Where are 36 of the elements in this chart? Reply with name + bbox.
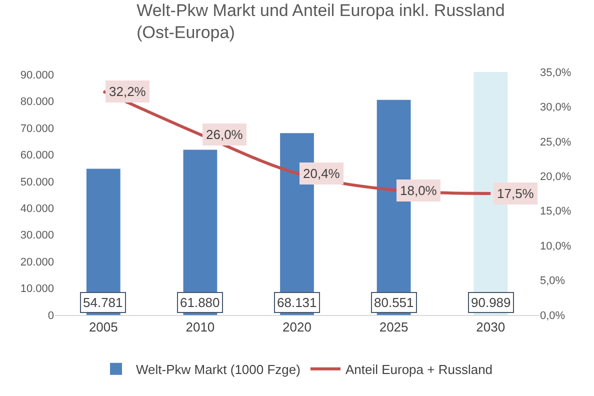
chart-title: Welt-Pkw Markt und Anteil Europa inkl. Russland (Ost-Europa) (136, 0, 505, 42)
x-tick-label: 2010 (186, 320, 215, 335)
x-tick-label: 2030 (476, 320, 506, 335)
data-label: 90.989 (471, 295, 511, 310)
data-label: 32,2% (109, 84, 146, 99)
y-tick-label: 90.000 (20, 70, 54, 82)
y2-tick-label: 0,0% (540, 310, 566, 322)
legend-label: Anteil Europa + Russland (345, 362, 493, 377)
legend-label: Welt-Pkw Markt (1000 Fzge) (136, 362, 300, 377)
y-tick-label: 80.000 (20, 96, 54, 108)
data-label: 54.781 (83, 295, 123, 310)
y-tick-label: 40.000 (20, 203, 54, 216)
y2-tick-label: 10,0% (540, 240, 572, 252)
x-tick-label: 2025 (379, 320, 408, 335)
y-tick-label: 50.000 (20, 176, 54, 188)
data-label: 26,0% (206, 127, 244, 142)
data-label: 17,5% (497, 186, 534, 201)
x-tick-label: 2020 (282, 320, 312, 335)
y2-tick-label: 25,0% (540, 136, 572, 148)
y-tick-label: 70.000 (20, 122, 54, 135)
y2-tick-label: 20,0% (540, 170, 572, 183)
data-label: 68.131 (277, 295, 317, 310)
data-label: 20,4% (303, 166, 340, 181)
x-tick-label: 2005 (88, 320, 118, 335)
y-tick-label: 60.000 (20, 150, 54, 162)
y-tick-label: 20.000 (20, 256, 54, 268)
y2-tick-label: 15,0% (540, 206, 572, 218)
y-tick-label: 0 (48, 310, 54, 322)
data-label: 61.880 (180, 295, 220, 310)
data-label: 80.551 (374, 295, 414, 310)
y-tick-label: 10.000 (20, 283, 54, 296)
y2-tick-label: 30,0% (540, 102, 572, 114)
y2-tick-label: 35,0% (540, 66, 572, 79)
y2-tick-label: 5,0% (540, 275, 566, 288)
y-tick-label: 30.000 (20, 230, 54, 242)
data-label: 18,0% (400, 183, 438, 198)
